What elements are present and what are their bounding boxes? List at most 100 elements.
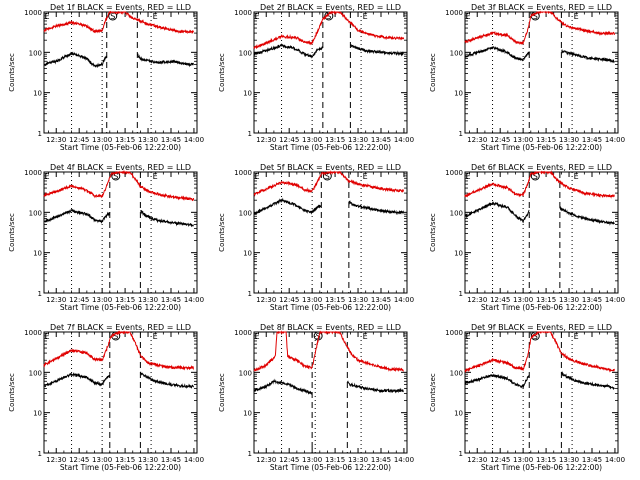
y-tick-label: 10 [454,250,463,258]
x-tick-label: 12:45 [279,456,299,464]
series-events-line [43,51,194,69]
x-tick-label: 13:45 [582,136,602,144]
x-tick-label: 14:00 [394,136,414,144]
y-tick-label: 1000 [234,169,252,177]
x-tick-label: 12:30 [467,296,487,304]
axes-frame [43,331,198,454]
x-tick-label: 13:45 [582,456,602,464]
x-tick-label: 14:00 [394,296,414,304]
x-tick-label: 13:30 [348,136,368,144]
series-lld-line [253,330,404,373]
y-tick-label: 10 [243,250,252,258]
y-tick-label: 10 [243,410,252,418]
x-tick-label: 14:00 [394,456,414,464]
x-tick-label: 12:30 [256,456,276,464]
y-tick-label: 1 [459,130,463,138]
x-tick-label: 14:00 [605,136,625,144]
series-events-line [253,378,404,395]
x-axis-label: Start Time (05-Feb-06 12:22:00) [270,463,391,472]
x-tick-label: 13:45 [582,296,602,304]
panel-title: Det 5f BLACK = Events, RED = LLD [260,163,401,172]
x-tick-label: 13:00 [92,456,112,464]
flag-label: S [533,332,538,341]
series-lld-line [253,10,405,50]
flag-label: E [465,172,470,181]
axes-frame [464,171,619,294]
flag-label: E [254,12,259,21]
panel-3: Det 3f BLACK = Events, RED = LLD 1 10 100 10… [429,3,625,152]
flag-label: E [465,12,470,21]
axes-frame [253,331,408,454]
x-tick-label: 12:45 [69,296,89,304]
flag-label: S [326,12,331,21]
x-tick-label: 13:30 [559,296,579,304]
x-tick-label: 13:45 [161,296,181,304]
flag-label: E [153,332,158,341]
x-tick-label: 12:30 [467,136,487,144]
panel-4: Det 4f BLACK = Events, RED = LLD 1 10 100 10… [8,163,204,312]
series-lld-line [43,170,195,202]
flag-label: S [113,172,118,181]
y-tick-label: 1000 [24,9,42,17]
x-tick-label: 12:30 [46,296,66,304]
x-tick-label: 12:45 [490,296,510,304]
x-tick-label: 13:15 [325,456,345,464]
x-tick-label: 12:45 [279,296,299,304]
series-lld-line [253,170,405,197]
x-tick-label: 13:45 [371,456,391,464]
x-tick-label: 12:45 [69,456,89,464]
flag-label: E [465,332,470,341]
y-tick-label: 1 [248,450,252,458]
flag-label: S [113,332,118,341]
y-tick-label: 100 [29,209,42,217]
flag-label: S [110,12,115,21]
y-tick-label: 1 [459,450,463,458]
y-tick-label: 1 [38,450,42,458]
y-axis-label: Counts/sec [8,53,16,92]
y-tick-label: 1 [38,130,42,138]
panel-title: Det 6f BLACK = Events, RED = LLD [471,163,612,172]
panel-2: Det 2f BLACK = Events, RED = LLD 1 10 100 10… [218,3,414,152]
x-axis-label: Start Time (05-Feb-06 12:22:00) [270,303,391,312]
panel-title: Det 2f BLACK = Events, RED = LLD [260,3,401,12]
series-events-line [464,370,615,391]
panel-9: Det 9f BLACK = Events, RED = LLD 1 10 100 10… [429,323,625,472]
x-tick-label: 12:30 [46,456,66,464]
series-lld-line [464,331,616,374]
panel-title: Det 1f BLACK = Events, RED = LLD [50,3,191,12]
y-tick-label: 10 [454,90,463,98]
y-axis-label: Counts/sec [218,53,226,92]
y-tick-label: 100 [239,209,252,217]
x-tick-label: 13:00 [92,136,112,144]
x-tick-label: 13:15 [115,296,135,304]
y-tick-label: 1000 [24,329,42,337]
x-axis-label: Start Time (05-Feb-06 12:22:00) [481,303,602,312]
x-axis-label: Start Time (05-Feb-06 12:22:00) [270,143,391,152]
x-tick-label: 12:30 [46,136,66,144]
x-tick-label: 13:15 [115,136,135,144]
series-lld-line [43,330,195,371]
y-tick-label: 100 [450,209,463,217]
y-tick-label: 1000 [24,169,42,177]
series-events-line [464,46,615,64]
panel-1: Det 1f BLACK = Events, RED = LLD 1 10 100 10… [8,3,204,152]
flag-label: S [533,172,538,181]
panel-7: Det 7f BLACK = Events, RED = LLD 1 10 100 10… [8,323,204,472]
y-tick-label: 1000 [445,9,463,17]
x-tick-label: 13:30 [138,136,158,144]
x-tick-label: 13:00 [513,296,533,304]
x-tick-label: 13:15 [536,296,556,304]
x-axis-label: Start Time (05-Feb-06 12:22:00) [481,463,602,472]
flag-label: E [44,12,49,21]
y-tick-label: 1 [459,290,463,298]
y-tick-label: 10 [454,410,463,418]
series-events-line [464,201,615,226]
x-tick-label: 12:45 [69,136,89,144]
y-tick-label: 100 [450,49,463,57]
x-tick-label: 13:00 [302,456,322,464]
x-tick-label: 13:15 [536,456,556,464]
y-tick-label: 1000 [234,9,252,17]
flag-label: E [44,172,49,181]
panel-6: Det 6f BLACK = Events, RED = LLD 1 10 100 10… [429,163,625,312]
panel-title: Det 7f BLACK = Events, RED = LLD [50,323,191,332]
